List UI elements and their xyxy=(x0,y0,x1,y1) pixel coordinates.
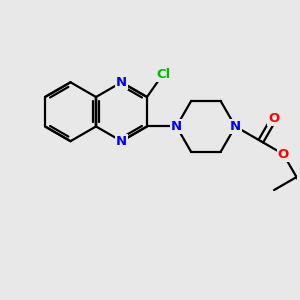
Text: N: N xyxy=(116,76,127,89)
Text: N: N xyxy=(230,120,241,133)
Text: O: O xyxy=(278,148,289,160)
Text: Cl: Cl xyxy=(156,68,170,81)
Text: O: O xyxy=(268,112,279,125)
Text: N: N xyxy=(171,120,182,133)
Text: N: N xyxy=(116,135,127,148)
